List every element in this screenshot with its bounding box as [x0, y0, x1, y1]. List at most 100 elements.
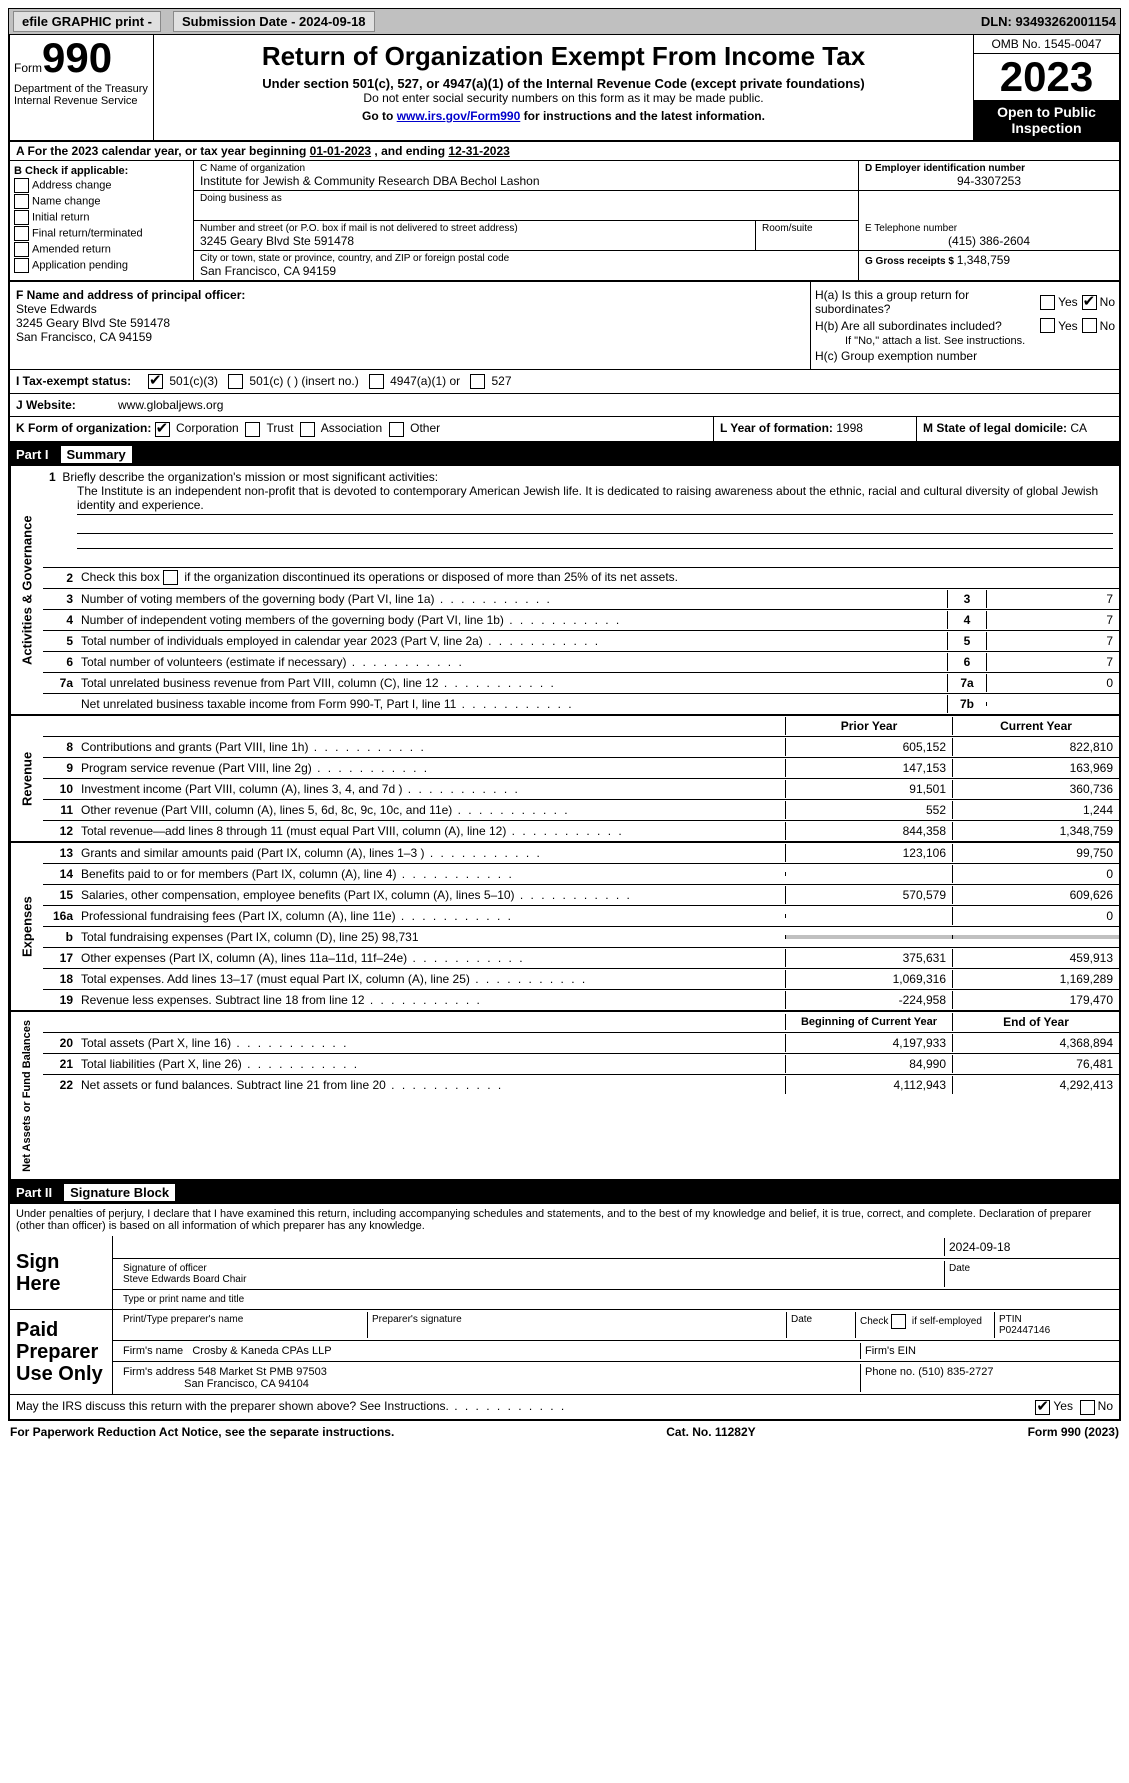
summary-row: Net unrelated business taxable income fr… [43, 694, 1119, 714]
irs-link[interactable]: www.irs.gov/Form990 [397, 109, 521, 123]
summary-activities: Activities & Governance 1 1 Briefly desc… [8, 466, 1121, 716]
cb-ha-no[interactable] [1082, 295, 1097, 310]
page-footer: For Paperwork Reduction Act Notice, see … [8, 1421, 1121, 1443]
summary-row: 15Salaries, other compensation, employee… [43, 885, 1119, 906]
summary-row: 17Other expenses (Part IX, column (A), l… [43, 948, 1119, 969]
gross-value: 1,348,759 [957, 253, 1010, 267]
form-word: Form [14, 61, 42, 75]
section-f: F Name and address of principal officer:… [10, 282, 811, 369]
label-room: Room/suite [762, 223, 852, 234]
summary-row: 14Benefits paid to or for members (Part … [43, 864, 1119, 885]
tax-year: 2023 [974, 54, 1119, 100]
cb-trust[interactable] [245, 422, 260, 437]
row-i-tax-status: I Tax-exempt status: 501(c)(3) 501(c) ( … [8, 370, 1121, 394]
summary-row: bTotal fundraising expenses (Part IX, co… [43, 927, 1119, 948]
paid-preparer-label: Paid Preparer Use Only [10, 1310, 113, 1394]
phone-value: (415) 386-2604 [865, 234, 1113, 248]
form-subtitle-1: Under section 501(c), 527, or 4947(a)(1)… [162, 76, 965, 91]
cb-4947[interactable] [369, 374, 384, 389]
cb-501c3[interactable] [148, 374, 163, 389]
dln-label: DLN: 93493262001154 [981, 14, 1116, 29]
officer-name: Steve Edwards Board Chair [123, 1274, 246, 1285]
form-number: 990 [42, 34, 112, 81]
cb-discuss-no[interactable] [1080, 1400, 1095, 1415]
cb-hb-yes[interactable] [1040, 318, 1055, 333]
label-gross: G Gross receipts $ [865, 256, 957, 267]
summary-row: 8Contributions and grants (Part VIII, li… [43, 737, 1119, 758]
section-b: B Check if applicable: Address change Na… [10, 161, 194, 280]
cb-amended[interactable] [14, 242, 29, 257]
side-revenue: Revenue [10, 716, 43, 841]
form-title: Return of Organization Exempt From Incom… [162, 41, 965, 72]
summary-row: 22Net assets or fund balances. Subtract … [43, 1075, 1119, 1095]
cb-501c[interactable] [228, 374, 243, 389]
website-value: www.globaljews.org [112, 394, 1119, 416]
summary-expenses: Expenses 13Grants and similar amounts pa… [8, 843, 1121, 1012]
firm-addr2: San Francisco, CA 94104 [184, 1378, 309, 1390]
label-org-name: C Name of organization [200, 163, 852, 174]
firm-phone: (510) 835-2727 [918, 1366, 993, 1378]
summary-row: 9Program service revenue (Part VIII, lin… [43, 758, 1119, 779]
row-j-website: J Website: www.globaljews.org [8, 394, 1121, 417]
side-activities: Activities & Governance [10, 466, 43, 714]
summary-row: 3Number of voting members of the governi… [43, 589, 1119, 610]
row-klm: K Form of organization: Corporation Trus… [8, 417, 1121, 442]
form-header: Form990 Department of the Treasury Inter… [8, 35, 1121, 142]
ein-value: 94-3307253 [865, 174, 1113, 188]
open-to-public: Open to Public Inspection [974, 100, 1119, 140]
omb-number: OMB No. 1545-0047 [974, 35, 1119, 54]
sig-date: 2024-09-18 [944, 1238, 1113, 1256]
summary-row: 12Total revenue—add lines 8 through 11 (… [43, 821, 1119, 841]
cb-other[interactable] [389, 422, 404, 437]
summary-row: 20Total assets (Part X, line 16)4,197,93… [43, 1033, 1119, 1054]
cb-assoc[interactable] [300, 422, 315, 437]
footer-mid: Cat. No. 11282Y [666, 1425, 755, 1439]
label-phone: E Telephone number [865, 223, 1113, 234]
footer-right: Form 990 (2023) [1028, 1425, 1119, 1439]
cb-name-change[interactable] [14, 194, 29, 209]
summary-row: 6Total number of volunteers (estimate if… [43, 652, 1119, 673]
cb-final-return[interactable] [14, 226, 29, 241]
dept-treasury: Department of the Treasury Internal Reve… [14, 83, 149, 107]
summary-row: 21Total liabilities (Part X, line 26)84,… [43, 1054, 1119, 1075]
cb-app-pending[interactable] [14, 258, 29, 273]
summary-row: 18Total expenses. Add lines 13–17 (must … [43, 969, 1119, 990]
cb-hb-no[interactable] [1082, 318, 1097, 333]
footer-left: For Paperwork Reduction Act Notice, see … [10, 1425, 394, 1439]
form-subtitle-3: Go to www.irs.gov/Form990 for instructio… [162, 109, 965, 123]
cb-ha-yes[interactable] [1040, 295, 1055, 310]
side-net-assets: Net Assets or Fund Balances [10, 1012, 43, 1180]
header-info-grid: B Check if applicable: Address change Na… [8, 160, 1121, 282]
signature-section: Sign Here 2024-09-18 Signature of office… [8, 1236, 1121, 1420]
summary-row: 7aTotal unrelated business revenue from … [43, 673, 1119, 694]
side-expenses: Expenses [10, 843, 43, 1010]
summary-row: 5Total number of individuals employed in… [43, 631, 1119, 652]
cb-self-employed[interactable] [891, 1314, 906, 1329]
summary-row: 13Grants and similar amounts paid (Part … [43, 843, 1119, 864]
summary-row: 16aProfessional fundraising fees (Part I… [43, 906, 1119, 927]
cb-discontinued[interactable] [163, 570, 178, 585]
summary-row: 4Number of independent voting members of… [43, 610, 1119, 631]
cb-initial-return[interactable] [14, 210, 29, 225]
cb-discuss-yes[interactable] [1035, 1400, 1050, 1415]
submission-date-button[interactable]: Submission Date - 2024-09-18 [173, 11, 375, 32]
cb-527[interactable] [470, 374, 485, 389]
label-street: Number and street (or P.O. box if mail i… [200, 223, 749, 234]
cb-corp[interactable] [155, 422, 170, 437]
summary-row: 19Revenue less expenses. Subtract line 1… [43, 990, 1119, 1010]
perjury-statement: Under penalties of perjury, I declare th… [8, 1204, 1121, 1236]
cb-address-change[interactable] [14, 178, 29, 193]
label-ein: D Employer identification number [865, 163, 1113, 174]
label-dba: Doing business as [200, 193, 852, 204]
part-2-header: Part II Signature Block [8, 1181, 1121, 1204]
efile-graphic-button[interactable]: efile GRAPHIC print - [13, 11, 161, 32]
row-a-period: A For the 2023 calendar year, or tax yea… [8, 142, 1121, 160]
ptin-value: P02447146 [999, 1325, 1050, 1336]
part-1-header: Part I Summary [8, 443, 1121, 466]
street-value: 3245 Geary Blvd Ste 591478 [200, 234, 749, 248]
org-name: Institute for Jewish & Community Researc… [200, 174, 852, 188]
summary-net-assets: Net Assets or Fund Balances Beginning of… [8, 1012, 1121, 1182]
firm-name: Crosby & Kaneda CPAs LLP [192, 1345, 331, 1357]
section-h: H(a) Is this a group return for subordin… [811, 282, 1119, 369]
label-city: City or town, state or province, country… [200, 253, 852, 264]
